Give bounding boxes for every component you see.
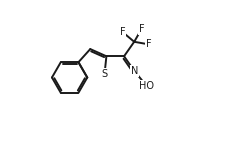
Text: S: S — [101, 69, 108, 79]
Text: F: F — [139, 24, 144, 34]
Text: HO: HO — [139, 81, 154, 91]
Text: F: F — [146, 39, 152, 49]
Text: F: F — [120, 27, 126, 37]
Text: N: N — [131, 66, 138, 76]
